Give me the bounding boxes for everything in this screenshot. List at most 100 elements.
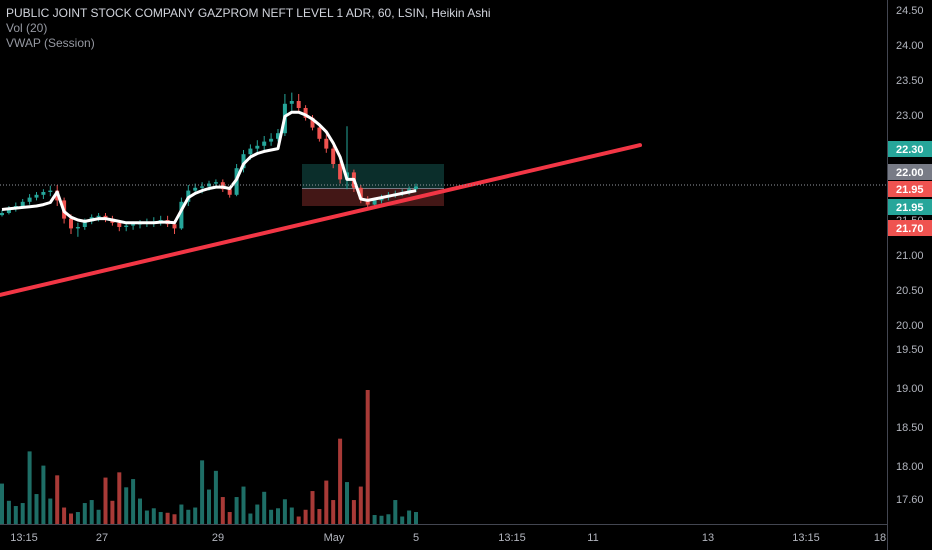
candle xyxy=(262,136,267,150)
vwap-indicator-label[interactable]: VWAP (Session) xyxy=(6,36,95,50)
candle-body xyxy=(255,145,260,149)
candle xyxy=(41,189,46,199)
candle xyxy=(296,94,301,113)
volume-indicator-label[interactable]: Vol (20) xyxy=(6,21,48,35)
time-tick-label: 11 xyxy=(587,532,598,544)
price-badge-bg xyxy=(888,220,932,236)
price-badge-bg xyxy=(888,141,932,157)
volume-bar xyxy=(207,489,211,524)
price-tick-label: 23.00 xyxy=(896,110,924,122)
volume-bar xyxy=(282,499,287,524)
volume-bar xyxy=(34,494,39,524)
time-tick-label: 27 xyxy=(96,532,108,544)
volume-bar xyxy=(27,451,32,524)
candle xyxy=(0,210,4,217)
volume-bar xyxy=(158,512,163,524)
candle-body xyxy=(179,201,184,229)
candle xyxy=(303,105,308,121)
volume-bar xyxy=(69,513,73,524)
volume-bar xyxy=(213,470,218,524)
volume-bar xyxy=(124,487,129,524)
volume-bar xyxy=(269,509,274,524)
time-tick-label: 13 xyxy=(702,532,714,544)
symbol-title[interactable]: PUBLIC JOINT STOCK COMPANY GAZPROM NEFT … xyxy=(6,6,491,20)
price-badge-label: 21.95 xyxy=(896,202,924,214)
price-badges: 22.30 22.00 21.95 21.95 21.70 xyxy=(888,141,932,236)
candle xyxy=(255,140,260,155)
candle-body xyxy=(338,164,343,180)
volume-bar xyxy=(262,491,267,524)
candle-body xyxy=(262,141,267,146)
candle-body xyxy=(241,154,246,169)
volume-bar xyxy=(82,503,87,524)
price-badge: 22.00 xyxy=(888,164,932,180)
volume-bar xyxy=(172,514,177,524)
candle-body xyxy=(69,218,73,229)
candle-body xyxy=(131,224,136,226)
price-badge: 22.30 xyxy=(888,141,932,157)
time-tick-label: 5 xyxy=(413,532,419,544)
volume-bar xyxy=(317,509,322,524)
candle-body xyxy=(289,101,294,104)
candle-body xyxy=(207,183,211,187)
chart-legend: PUBLIC JOINT STOCK COMPANY GAZPROM NEFT … xyxy=(6,6,491,51)
price-axis[interactable]: 24.5024.0023.5023.0022.5022.0021.5021.00… xyxy=(896,5,924,506)
volume-bar xyxy=(386,514,391,524)
volume-bar xyxy=(393,500,398,524)
candle-body xyxy=(213,182,218,184)
price-tick-label: 20.50 xyxy=(896,285,924,297)
candle xyxy=(241,150,246,173)
price-tick-label: 20.00 xyxy=(896,320,924,332)
volume-bar xyxy=(62,507,67,524)
candle-body xyxy=(324,138,329,149)
volume-bar xyxy=(324,480,329,524)
volume-bar xyxy=(193,507,198,524)
volume-bar xyxy=(255,504,260,524)
volume-bar xyxy=(310,491,315,524)
candle xyxy=(317,124,322,142)
time-tick-label: 18 xyxy=(874,532,886,544)
candle-body xyxy=(296,101,301,108)
volume-bar xyxy=(110,500,115,524)
candle-body xyxy=(303,108,308,118)
candle xyxy=(179,197,184,230)
volume-bar xyxy=(144,510,149,524)
candle-body xyxy=(414,186,418,190)
trend-line[interactable] xyxy=(0,143,642,297)
time-tick-label: 13:15 xyxy=(792,532,820,544)
time-axis[interactable]: 13:15 27 29 May 5 13:15 11 13 13:15 18 xyxy=(10,532,886,544)
price-badge: 21.95 xyxy=(888,199,932,215)
volume-bar xyxy=(55,475,60,524)
candle-body xyxy=(48,190,53,192)
candle xyxy=(289,92,294,111)
profit-zone[interactable] xyxy=(302,164,444,189)
volume-bar xyxy=(6,500,11,524)
volume-bar xyxy=(103,477,108,524)
volume-bar xyxy=(248,513,253,524)
candle-body xyxy=(269,138,274,142)
candle-body xyxy=(0,213,4,216)
volume-bar xyxy=(289,507,294,524)
volume-bar xyxy=(338,438,343,524)
volume-bar xyxy=(407,510,412,524)
vwap-line xyxy=(1,110,417,225)
volume-bar xyxy=(131,479,136,524)
price-tick-label: 21.00 xyxy=(896,250,924,262)
candle-body xyxy=(75,227,80,229)
price-badge: 21.95 xyxy=(888,181,932,197)
price-tick-label: 24.50 xyxy=(896,5,924,17)
volume-bar xyxy=(75,512,80,524)
volume-bar xyxy=(372,515,377,524)
volume-bar xyxy=(89,500,94,524)
candle-body xyxy=(172,224,177,229)
candle-body xyxy=(82,221,87,227)
price-badge-bg xyxy=(888,199,932,215)
candle xyxy=(324,134,329,153)
price-badge-bg xyxy=(888,164,932,180)
volume-bars xyxy=(0,390,418,524)
price-badge: 21.70 xyxy=(888,220,932,236)
candle xyxy=(34,192,39,201)
volume-bar xyxy=(345,482,349,524)
